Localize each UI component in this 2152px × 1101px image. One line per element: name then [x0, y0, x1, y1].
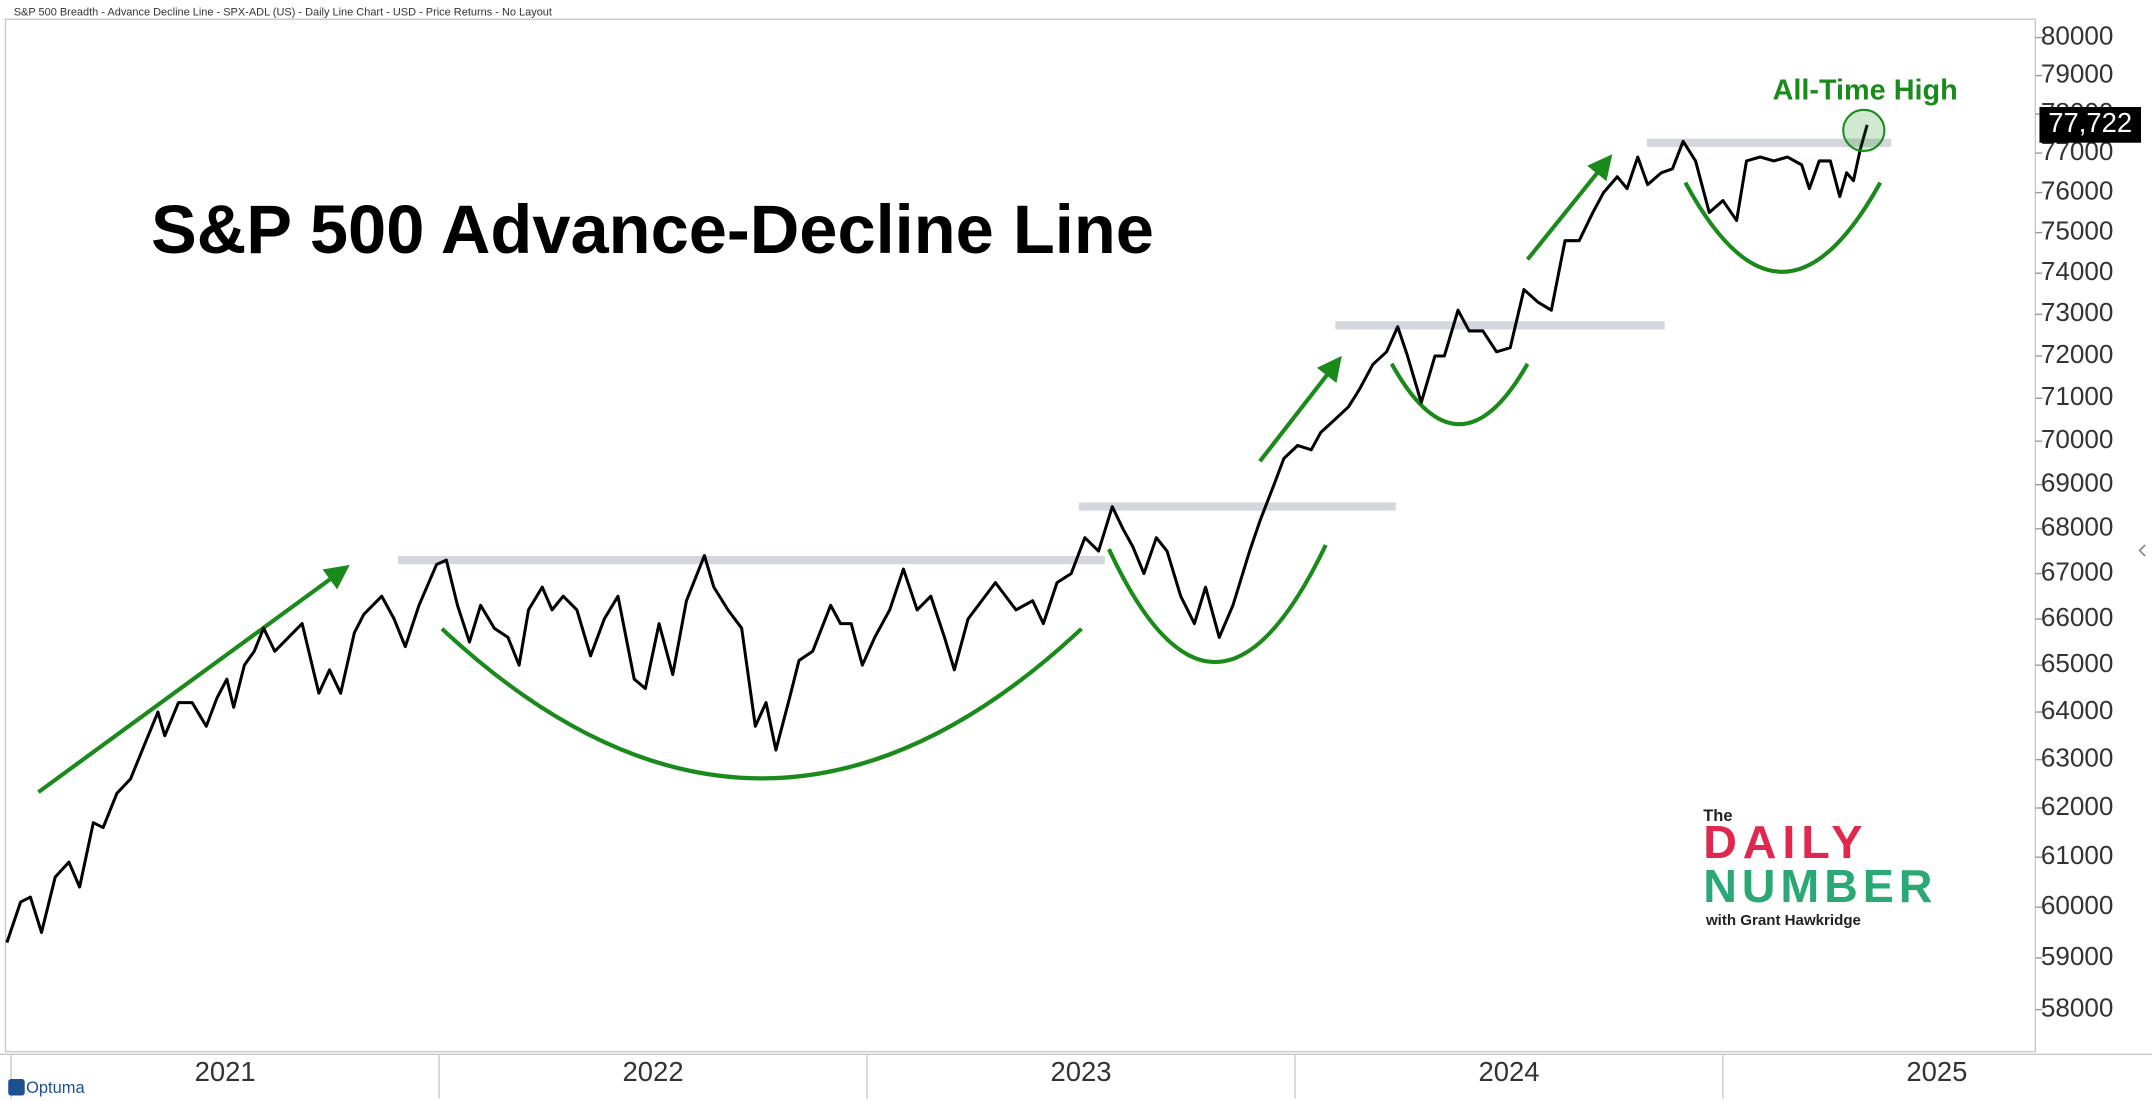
y-tick-label: 59000: [2041, 941, 2114, 971]
y-tick-label: 64000: [2041, 695, 2114, 725]
x-tick-label: 2024: [1478, 1056, 1539, 1087]
base-arc: [1389, 362, 1530, 427]
y-tick-label: 68000: [2041, 512, 2114, 542]
y-tick-label: 74000: [2041, 256, 2114, 286]
data-line: [5, 124, 1869, 944]
last-value-flag: [2039, 107, 2142, 143]
base-arc: [1683, 181, 1883, 274]
logo-the: The: [1703, 807, 1732, 825]
ath-marker: [1842, 108, 1886, 153]
resistance-band: [1078, 502, 1396, 511]
y-tick-label: 62000: [2041, 791, 2114, 821]
y-tick-label: 70000: [2041, 424, 2114, 454]
y-tick-label: 60000: [2041, 890, 2114, 920]
resistance-band: [1646, 138, 1892, 147]
base-arc: [1107, 544, 1328, 664]
logo-byline: with Grant Hawkridge: [1705, 912, 1861, 929]
collapse-handle[interactable]: [2138, 544, 2146, 557]
resistance-band: [1335, 321, 1665, 330]
trend-arrow: [1525, 154, 1613, 261]
trend-arrow: [37, 564, 350, 794]
y-tick-label: 66000: [2041, 602, 2114, 632]
x-tick-label: 2022: [623, 1056, 684, 1087]
x-tick-label: 2023: [1050, 1056, 1111, 1087]
resistance-band: [398, 555, 1105, 565]
y-tick-label: 71000: [2041, 381, 2114, 411]
y-tick-label: 65000: [2041, 648, 2114, 678]
platform-icon: [8, 1079, 25, 1096]
x-tick-label: 2021: [195, 1056, 256, 1087]
y-tick-label: 80000: [2041, 20, 2114, 50]
trend-arrow: [1258, 355, 1342, 463]
annotation: All-Time High: [1773, 75, 1958, 107]
y-tick-label: 61000: [2041, 840, 2114, 870]
y-tick-label: 58000: [2041, 992, 2114, 1022]
y-tick-label: 69000: [2041, 468, 2114, 498]
chart-title: S&P 500 Advance-Decline Line: [151, 191, 1154, 268]
platform-logo: Optuma: [26, 1079, 85, 1097]
header: S&P 500 Breadth - Advance Decline Line -…: [14, 6, 552, 18]
y-tick-label: 73000: [2041, 297, 2114, 327]
plot: 58000 59000 60000 61000 62000 63000 64000 65000…: [5, 20, 2142, 1099]
y-tick-label: 79000: [2041, 58, 2114, 88]
logo-daily: DAILY: [1703, 816, 1862, 868]
plot-frame: [4, 18, 2037, 1053]
x-tick-label: 2025: [1906, 1056, 1967, 1087]
y-tick-label: 76000: [2041, 175, 2114, 205]
y-tick-label: 72000: [2041, 339, 2114, 369]
y-tick-label: 67000: [2041, 556, 2114, 586]
last-value-label: 77,722: [2048, 107, 2132, 138]
base-arc: [440, 627, 1083, 781]
y-tick-label: 75000: [2041, 216, 2114, 246]
y-tick-label: 63000: [2041, 743, 2114, 773]
